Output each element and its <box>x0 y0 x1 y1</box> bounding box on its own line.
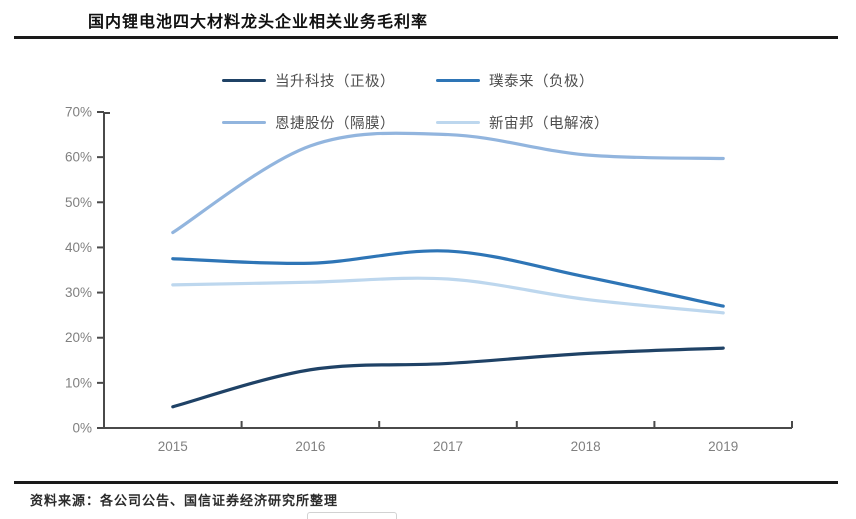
legend-line-swatch <box>222 120 266 125</box>
legend-item-putailai: 璞泰来（负极） <box>436 70 650 91</box>
x-tick-label: 2019 <box>708 439 738 454</box>
y-tick-label: 0% <box>72 421 92 436</box>
series-line-1 <box>171 249 725 308</box>
x-tick-label: 2016 <box>295 439 325 454</box>
footer-divider <box>14 481 838 484</box>
y-tick-label: 10% <box>65 375 92 390</box>
page-title: 国内锂电池四大材料龙头企业相关业务毛利率 <box>88 14 429 31</box>
legend-label: 璞泰来（负极） <box>489 74 594 90</box>
legend-item-dangsheng: 当升科技（正极） <box>222 70 436 91</box>
x-tick-label: 2015 <box>158 439 188 454</box>
y-tick-label: 60% <box>65 150 92 165</box>
series-line-0 <box>171 346 725 409</box>
y-tick-label: 70% <box>65 105 92 120</box>
y-tick-label: 20% <box>65 330 92 345</box>
series-line-2 <box>171 131 725 235</box>
y-tick-label: 30% <box>65 285 92 300</box>
legend-label: 恩捷股份（隔膜） <box>275 116 395 132</box>
x-tick-label: 2018 <box>571 439 601 454</box>
source-note: 资料来源：各公司公告、国信证券经济研究所整理 <box>30 493 339 508</box>
legend-item-xinzhoubang: 新宙邦（电解液） <box>436 112 650 133</box>
legend-item-enjie: 恩捷股份（隔膜） <box>222 112 436 133</box>
chart-legend: 当升科技（正极） 璞泰来（负极） 恩捷股份（隔膜） 新宙邦（电解液） <box>222 70 650 133</box>
cropped-footer-box <box>307 512 397 519</box>
legend-line-swatch <box>436 120 480 125</box>
legend-line-swatch <box>222 78 266 83</box>
legend-line-swatch <box>436 78 480 83</box>
x-tick-label: 2017 <box>433 439 463 454</box>
title-divider <box>14 36 838 39</box>
y-tick-label: 50% <box>65 195 92 210</box>
y-tick-label: 40% <box>65 240 92 255</box>
legend-label: 新宙邦（电解液） <box>489 116 609 132</box>
legend-label: 当升科技（正极） <box>275 74 395 90</box>
series-line-3 <box>171 276 725 315</box>
